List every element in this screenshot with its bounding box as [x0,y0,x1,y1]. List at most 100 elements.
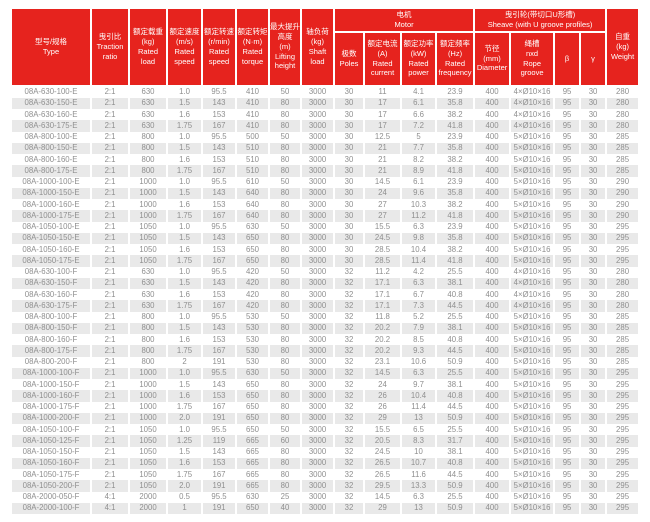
table-cell: 40 [270,502,300,514]
table-cell: 3000 [302,277,333,289]
table-cell: 1.0 [168,86,201,98]
table-cell: 50 [270,424,300,436]
table-cell: 32 [335,412,363,424]
table-cell: 80 [270,199,300,211]
table-cell: 630 [130,109,166,121]
header-sub-row: 极数 Poles 额定电流 (A) Rated current 额定功率 (kW… [12,32,638,87]
table-cell: 40.8 [437,334,474,346]
table-cell: 30 [581,289,606,301]
table-cell: 1.75 [168,120,201,132]
table-cell: 14.5 [365,367,400,379]
table-cell: 2:1 [92,142,128,154]
table-cell: 95 [555,480,580,492]
table-cell: 11.2 [365,266,400,278]
table-cell: 50 [270,131,300,143]
table-cell: 08A-1000-160-F [12,390,90,402]
table-cell: 5×Ø10×16 [511,334,554,346]
table-cell: 10.6 [402,356,435,368]
table-row: 08A-1000-175-F 2:1 1000 1.75 167 650 80 3000 32 2… [12,401,639,413]
table-cell: 143 [203,187,235,199]
table-row: 08A-1050-160-E 2:1 1050 1.6 153 650 80 3000 30 28… [12,244,639,256]
table-cell: 08A-800-175-E [12,165,90,177]
table-cell: 530 [237,345,268,357]
table-cell: 191 [203,502,235,514]
table-cell: 30 [581,97,606,109]
table-cell: 400 [475,446,510,458]
table-cell: 30 [581,356,606,368]
table-cell: 400 [475,412,510,424]
table-cell: 21 [365,154,400,166]
table-cell: 3000 [302,154,333,166]
table-cell: 95 [555,424,580,436]
table-cell: 13 [402,502,435,514]
table-cell: 3000 [302,97,333,109]
table-cell: 4×Ø10×16 [511,86,554,98]
table-cell: 167 [203,210,235,222]
table-cell: 08A-630-150-F [12,277,90,289]
table-cell: 95.5 [203,491,235,503]
table-cell: 400 [475,86,510,98]
table-cell: 30 [581,300,606,312]
table-row: 08A-630-175-E 2:1 630 1.75 167 410 80 3000 30 17 7… [12,120,639,132]
table-cell: 295 [607,502,639,514]
table-cell: 800 [130,345,166,357]
table-cell: 41.8 [437,210,474,222]
table-cell: 2:1 [92,210,128,222]
table-cell: 08A-630-160-F [12,289,90,301]
table-cell: 95.5 [203,424,235,436]
table-cell: 1.6 [168,199,201,211]
table-cell: 5.2 [402,311,435,323]
table-cell: 23.9 [437,176,474,188]
table-cell: 4×Ø10×16 [511,300,554,312]
table-cell: 3000 [302,86,333,98]
table-cell: 6.3 [402,367,435,379]
table-cell: 32 [335,345,363,357]
table-cell: 30 [581,277,606,289]
table-cell: 650 [237,379,268,391]
table-cell: 30 [335,142,363,154]
table-cell: 295 [607,232,639,244]
table-cell: 2:1 [92,334,128,346]
table-cell: 38.2 [437,109,474,121]
table-cell: 3000 [302,390,333,402]
table-cell: 1000 [130,187,166,199]
table-cell: 15.5 [365,424,400,436]
table-cell: 32 [335,356,363,368]
table-cell: 153 [203,390,235,402]
table-cell: 3000 [302,491,333,503]
table-cell: 630 [237,367,268,379]
table-cell: 5×Ø10×16 [511,356,554,368]
table-cell: 800 [130,334,166,346]
table-cell: 280 [607,300,639,312]
table-cell: 17.1 [365,300,400,312]
col-group-sheave: 曳引轮(带切口U形槽) Sheave (with U groove profil… [475,9,606,33]
table-cell: 400 [475,109,510,121]
table-cell: 410 [237,86,268,98]
table-cell: 630 [130,300,166,312]
table-cell: 95 [555,379,580,391]
table-row: 08A-1000-160-E 2:1 1000 1.6 153 640 80 3000 30 27… [12,199,639,211]
table-cell: 2:1 [92,165,128,177]
table-cell: 30 [581,266,606,278]
table-cell: 80 [270,109,300,121]
table-cell: 1000 [130,176,166,188]
table-cell: 35.8 [437,97,474,109]
table-cell: 1.75 [168,345,201,357]
table-cell: 08A-630-150-E [12,97,90,109]
table-cell: 2:1 [92,131,128,143]
table-cell: 32 [335,367,363,379]
table-header: 型号/规格 Type 曳引比 Traction ratio 额定载重 (kg) … [12,9,639,87]
table-cell: 38.1 [437,277,474,289]
table-cell: 30 [581,311,606,323]
table-cell: 08A-1000-175-E [12,210,90,222]
table-cell: 95 [555,131,580,143]
table-cell: 95 [555,322,580,334]
table-cell: 1000 [130,412,166,424]
table-cell: 1.0 [168,176,201,188]
table-cell: 1050 [130,232,166,244]
table-cell: 1.75 [168,401,201,413]
table-cell: 3000 [302,469,333,481]
table-cell: 2:1 [92,109,128,121]
table-cell: 50.9 [437,502,474,514]
table-cell: 3000 [302,300,333,312]
